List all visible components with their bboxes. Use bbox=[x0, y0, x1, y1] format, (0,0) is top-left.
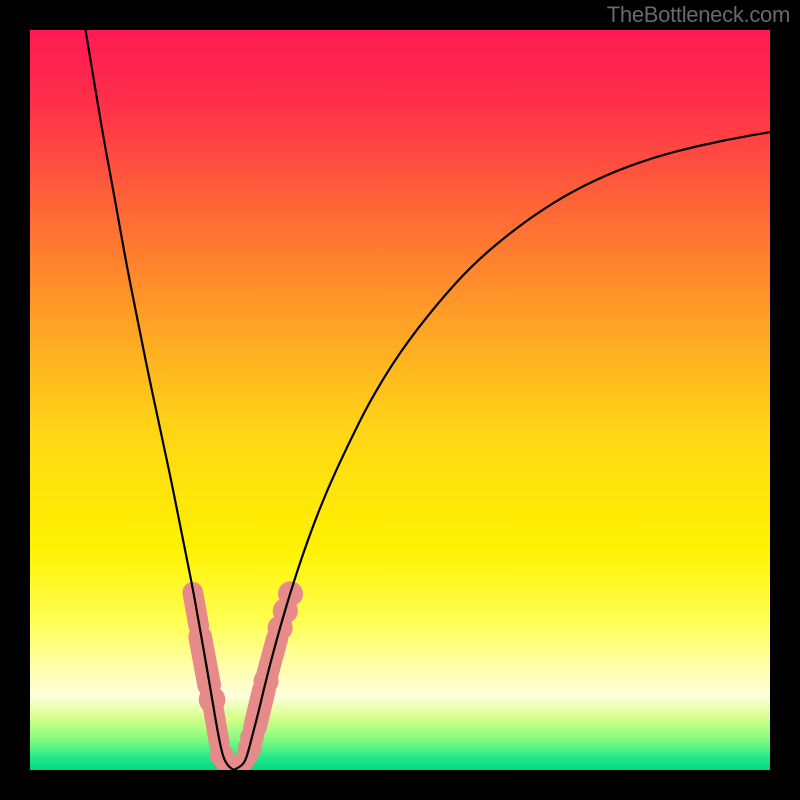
watermark-text: TheBottleneck.com bbox=[607, 2, 790, 28]
chart-frame: TheBottleneck.com bbox=[0, 0, 800, 800]
plot-area bbox=[30, 30, 770, 770]
bottleneck-curve-chart bbox=[30, 30, 770, 770]
gradient-background bbox=[30, 30, 770, 770]
